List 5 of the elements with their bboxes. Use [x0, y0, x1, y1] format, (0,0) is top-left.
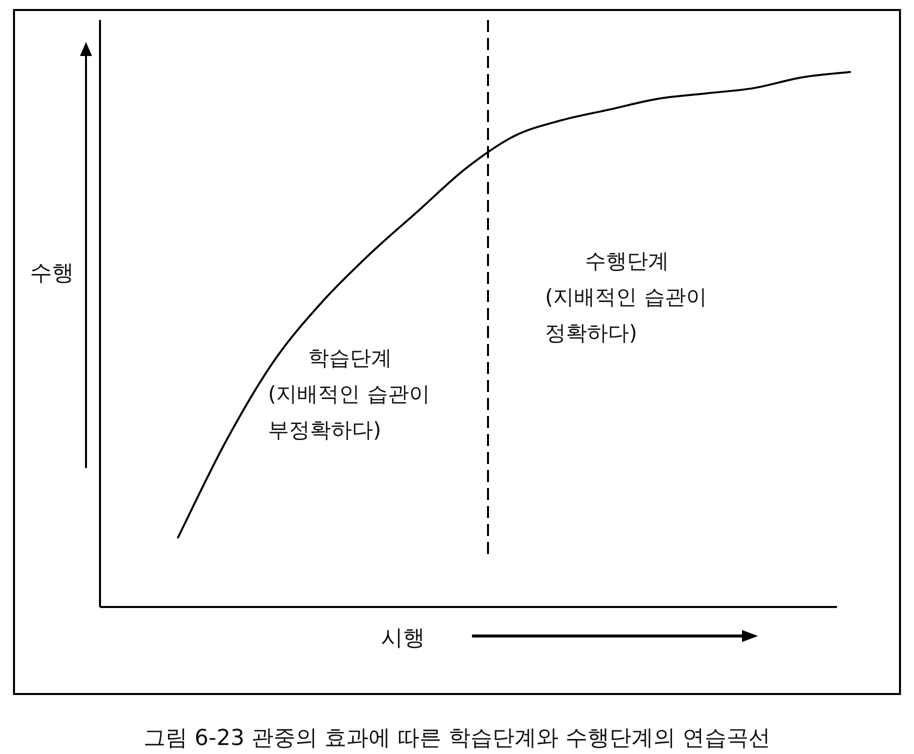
annotation: 수행단계 (지배적인 습관이 정확하다) — [545, 249, 707, 345]
x-axis-title: 시행 — [381, 626, 425, 651]
text: 그림 6-23 관중의 효과에 따른 학습단계와 수행단계의 연습곡선 — [144, 726, 770, 751]
annotation: 학습단계 (지배적인 습관이 부정확하다) — [268, 346, 430, 442]
y-axis-title: 수행 — [30, 261, 74, 286]
